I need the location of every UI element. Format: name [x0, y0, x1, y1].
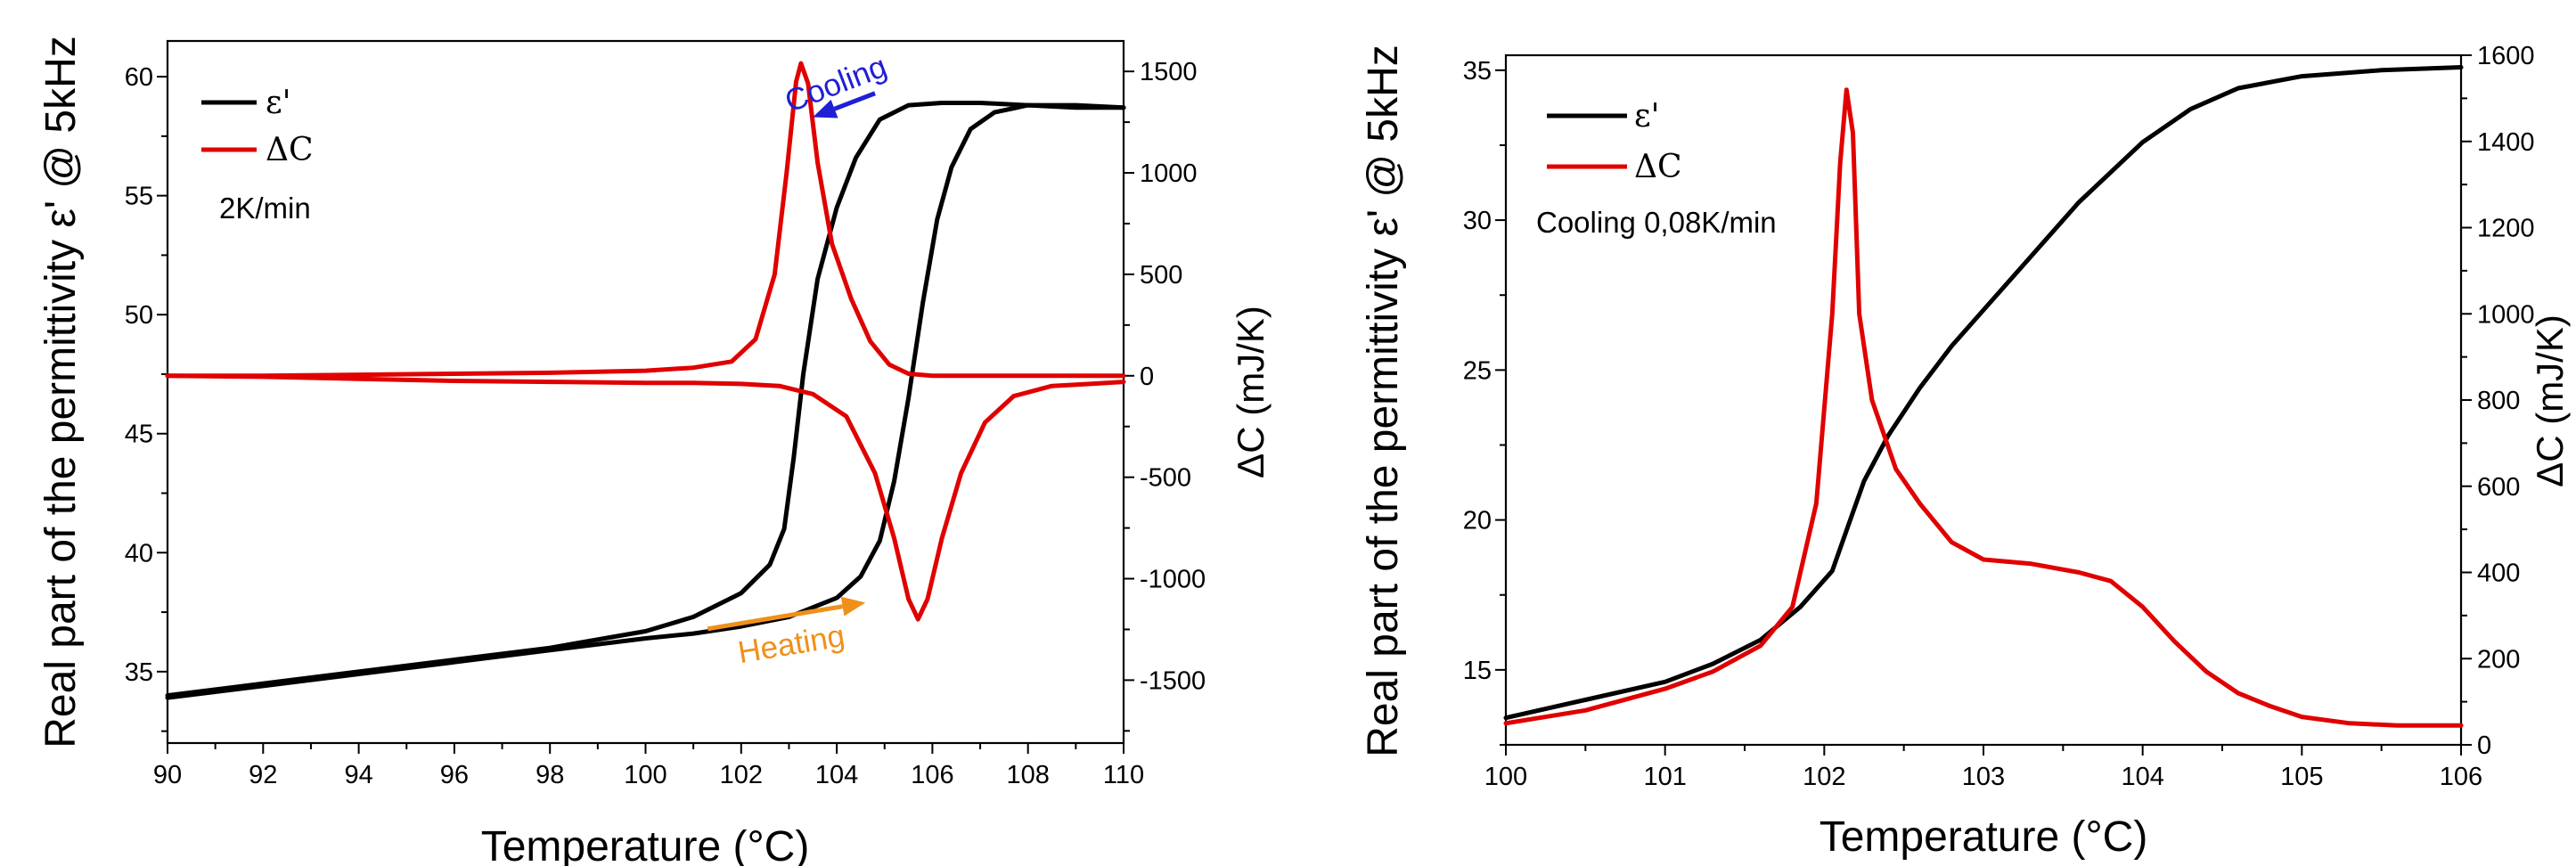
y2-tick-label: 800: [2477, 387, 2520, 415]
y2-tick-label: 1000: [1140, 159, 1198, 188]
arrow-shaft-1: [707, 604, 844, 632]
y-tick-label: 60: [125, 63, 153, 92]
y2-tick-label: 1200: [2477, 215, 2535, 243]
arrow-head-1: [840, 596, 866, 617]
y-tick-label: 20: [1463, 507, 1492, 535]
x-tick-group: 100 101 102 103 104 105 106: [1484, 745, 2482, 791]
x-tick-label: 98: [536, 761, 564, 789]
legend-label-eps: ε': [266, 85, 291, 121]
x-tick-label: 94: [344, 761, 372, 789]
permittivity-curve-0: [165, 101, 1126, 699]
x-tick-label: 101: [1643, 763, 1686, 791]
arrow-shaft-0: [833, 91, 876, 111]
rate-annotation: 2K/min: [219, 192, 311, 225]
x-tick-label: 96: [440, 761, 469, 789]
y2-tick-label: 1000: [2477, 300, 2535, 329]
legend-label-eps: ε': [1634, 98, 1660, 135]
y2-tick-label: 600: [2477, 473, 2520, 502]
y2-tick-label: 1600: [2477, 42, 2535, 70]
y-tick-label: 15: [1463, 657, 1492, 685]
y-axis-label: Real part of the permittivity ε' @ 5kHz: [1360, 45, 1407, 757]
dc-curve-2: [165, 61, 1126, 379]
arrow-head-0: [813, 99, 838, 118]
permittivity-curve-1: [165, 102, 1126, 700]
x-tick-label: 105: [2280, 763, 2323, 791]
y2-tick-label: 1400: [2477, 128, 2535, 157]
x-tick-label: 108: [1007, 761, 1050, 789]
plot-area: [1503, 65, 2464, 728]
x-tick-group: 90 92 94 96 98 100 102 104 106 108 110: [153, 743, 1144, 789]
y2-tick-label: 1500: [1140, 58, 1198, 86]
x-tick-label: 100: [624, 761, 666, 789]
x-tick-label: 104: [815, 761, 858, 789]
plot-area: [165, 61, 1126, 700]
x-tick-label: 104: [2121, 763, 2163, 791]
x-tick-label: 102: [720, 761, 763, 789]
y2-axis-label: ΔC (mJ/K): [2529, 315, 2571, 487]
x-tick-label: 103: [1962, 763, 2005, 791]
y-tick-group: 35 40 45 50 55 60: [125, 63, 168, 732]
y2-tick-label: 500: [1140, 261, 1182, 290]
x-tick-label: 100: [1484, 763, 1527, 791]
y-tick-label: 35: [125, 658, 153, 687]
legend: ε' ΔC: [201, 85, 314, 168]
y2-tick-label: -1500: [1140, 666, 1206, 695]
y-tick-label: 50: [125, 301, 153, 330]
y2-tick-label: 0: [2477, 731, 2491, 760]
x-tick-label: 92: [249, 761, 277, 789]
x-tick-label: 106: [911, 761, 953, 789]
legend: ε' ΔC: [1547, 98, 1682, 185]
x-axis-label: Temperature (°C): [1820, 813, 2148, 861]
y2-tick-label: 0: [1140, 363, 1154, 391]
x-tick-label: 106: [2440, 763, 2482, 791]
y2-tick-label: -1000: [1140, 566, 1206, 594]
y2-tick-group: 0 200 400 600 800 1000 1200 1400 1600: [2461, 42, 2535, 760]
y-tick-label: 55: [125, 183, 153, 211]
y2-tick-label: 200: [2477, 645, 2520, 674]
y2-axis-label: ΔC (mJ/K): [1230, 306, 1272, 478]
y-tick-label: 30: [1463, 207, 1492, 235]
rate-annotation: Cooling 0,08K/min: [1536, 206, 1777, 239]
y-tick-label: 45: [125, 421, 153, 449]
y2-tick-group: -1500 -1000 -500 0 500 1000 1500: [1124, 58, 1206, 732]
y2-tick-label: -500: [1140, 464, 1191, 493]
x-axis-label: Temperature (°C): [481, 823, 810, 866]
permittivity-curve-0: [1503, 65, 2464, 721]
y-tick-group: 15 20 25 30 35: [1463, 57, 1506, 746]
chart-right: 100 101 102 103 104 105 106 15 20 25 30 35 0 200 400…: [1360, 42, 2571, 861]
dc-curve-1: [1503, 87, 2464, 728]
y-axis-label: Real part of the permittivity ε' @ 5kHz: [37, 36, 85, 748]
y2-tick-label: 400: [2477, 560, 2520, 588]
y-tick-label: 25: [1463, 356, 1492, 385]
chart-left: 90 92 94 96 98 100 102 104 106 108 110 35 40 45 50 55 6…: [37, 36, 1272, 866]
y-tick-label: 35: [1463, 57, 1492, 86]
x-tick-label: 110: [1103, 761, 1144, 789]
dc-curve-3: [165, 373, 1126, 622]
legend-label-dc: ΔC: [1634, 149, 1682, 185]
legend-label-dc: ΔC: [266, 132, 314, 168]
y-tick-label: 40: [125, 539, 153, 568]
x-tick-label: 90: [153, 761, 182, 789]
x-tick-label: 102: [1803, 763, 1845, 791]
